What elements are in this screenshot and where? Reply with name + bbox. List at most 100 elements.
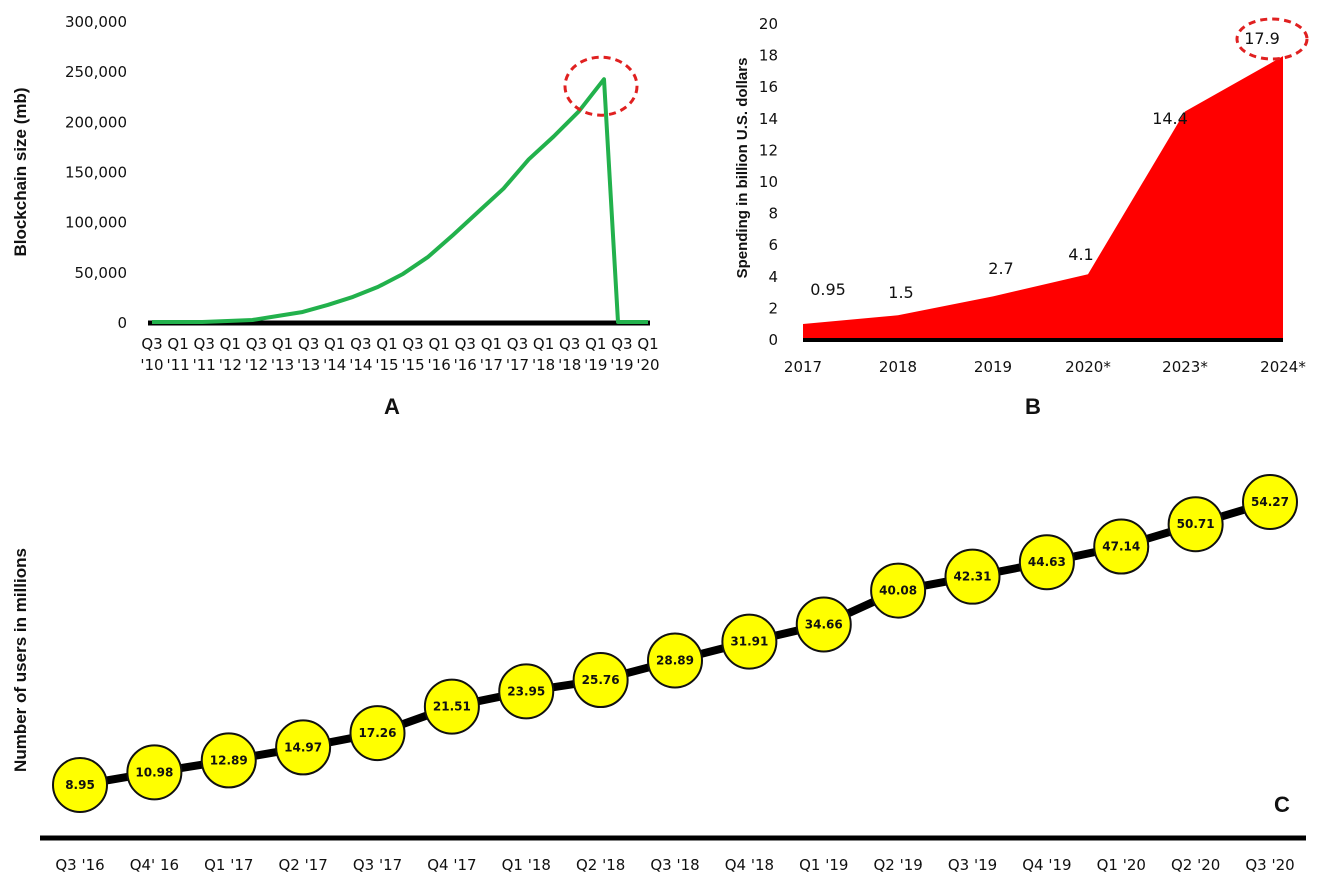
panel-label-b: B [1025, 394, 1041, 419]
x-tick-year-label: '10 [140, 356, 163, 374]
x-tick-label: Q3 [350, 335, 371, 353]
x-tick-label: Q1 [324, 335, 345, 353]
data-point-marker [944, 548, 1001, 605]
y-tick-label: 4 [768, 268, 778, 286]
data-label: 34.66 [805, 617, 843, 631]
y-tick-label: 14 [759, 110, 778, 128]
x-tick-label: Q1 [167, 335, 188, 353]
x-tick-label: Q4' 16 [130, 856, 179, 874]
x-tick-year-label: '14 [349, 356, 372, 374]
data-label: 25.76 [582, 673, 620, 687]
x-tick-label: Q3 '18 [650, 856, 699, 874]
x-tick-year-label: '15 [375, 356, 398, 374]
y-tick-label: 16 [759, 78, 778, 96]
data-label: 14.97 [284, 740, 322, 754]
x-tick-year-label: '13 [271, 356, 294, 374]
x-tick-label: Q3 [455, 335, 476, 353]
x-tick-year-label: '16 [454, 356, 477, 374]
data-label: 17.9 [1244, 29, 1280, 48]
y-tick-label: 0 [768, 331, 778, 349]
data-point-marker [1093, 518, 1150, 575]
x-tick-label: Q1 [585, 335, 606, 353]
data-point-marker [200, 732, 257, 789]
series-line [152, 77, 648, 324]
data-label: 28.89 [656, 653, 694, 667]
x-tick-label: Q3 [507, 335, 528, 353]
x-tick-year-label: '14 [323, 356, 346, 374]
data-label: 40.08 [879, 584, 917, 598]
y-axis-title: Number of users in millions [11, 548, 30, 772]
x-tick-label: Q2 '19 [873, 856, 922, 874]
x-tick-label: Q1 '19 [799, 856, 848, 874]
data-point-marker [721, 613, 778, 670]
data-point-marker [126, 744, 183, 801]
x-tick-label: Q3 '19 [948, 856, 997, 874]
data-label: 0.95 [810, 280, 846, 299]
y-tick-label: 150,000 [65, 164, 127, 182]
x-tick-label: Q4 '18 [725, 856, 774, 874]
x-tick-label: Q1 [533, 335, 554, 353]
data-label: 54.27 [1251, 495, 1289, 509]
x-tick-year-label: '19 [610, 356, 633, 374]
peak-highlight-circle [563, 55, 639, 117]
y-tick-label: 18 [759, 47, 778, 65]
data-label: 44.63 [1028, 555, 1066, 569]
y-tick-label: 6 [768, 236, 778, 254]
x-tick-label: 2020* [1065, 358, 1111, 376]
data-point-marker [1167, 496, 1224, 553]
panel-a-chart: 0 50,000 100,000 150,000 200,000 250,000 300,0… [11, 13, 660, 374]
data-point-marker [423, 678, 480, 735]
x-tick-label: Q3 [141, 335, 162, 353]
x-tick-label: Q2 '18 [576, 856, 625, 874]
data-label: 47.14 [1102, 540, 1140, 554]
x-tick-label: Q1 '20 [1097, 856, 1146, 874]
data-point-marker [870, 562, 927, 619]
x-tick-label: Q4 '17 [427, 856, 476, 874]
x-tick-label: 2018 [879, 358, 917, 376]
panel-b-chart: 0 2 4 6 8 10 12 14 16 18 20 Spending in billion U.S… [734, 15, 1309, 376]
x-tick-label: Q2 '17 [278, 856, 327, 874]
x-tick-year-label: '16 [428, 356, 451, 374]
data-label: 31.91 [730, 635, 768, 649]
x-tick-year-label: '20 [636, 356, 659, 374]
data-label: 14.4 [1152, 109, 1188, 128]
x-tick-year-label: '17 [506, 356, 529, 374]
y-tick-label: 50,000 [75, 264, 128, 282]
x-tick-label: Q3 [611, 335, 632, 353]
x-tick-label: Q3 '16 [55, 856, 104, 874]
data-point-marker [647, 632, 703, 689]
y-tick-label: 100,000 [65, 214, 127, 232]
data-label: 17.26 [359, 726, 397, 740]
data-label: 23.95 [507, 684, 545, 698]
data-point-marker [1242, 474, 1298, 530]
panel-label-a: A [384, 394, 400, 419]
x-tick-label: Q1 [637, 335, 658, 353]
x-tick-year-label: '12 [219, 356, 242, 374]
x-tick-label: Q3 '17 [353, 856, 402, 874]
x-tick-label: Q1 '17 [204, 856, 253, 874]
data-point-marker [572, 652, 629, 709]
x-tick-label: Q3 [559, 335, 580, 353]
data-label: 8.95 [65, 778, 95, 792]
x-tick-label: Q3 [246, 335, 267, 353]
panel-c-chart: Number of users in millions 8.95 10.98 12.8… [11, 474, 1306, 874]
x-tick-year-label: '13 [297, 356, 320, 374]
x-tick-label: Q1 [481, 335, 502, 353]
y-axis-title: Spending in billion U.S. dollars [734, 58, 751, 279]
x-tick-label: Q1 [376, 335, 397, 353]
x-tick-label: Q1 [428, 335, 449, 353]
x-tick-year-label: '18 [558, 356, 581, 374]
y-tick-label: 20 [759, 15, 778, 33]
y-tick-label: 10 [759, 173, 778, 191]
x-tick-label: Q1 [220, 335, 241, 353]
x-tick-year-label: '19 [584, 356, 607, 374]
data-point-marker [498, 663, 555, 720]
x-tick-year-label: '11 [193, 356, 216, 374]
y-tick-label: 2 [768, 299, 778, 317]
data-label: 12.89 [210, 753, 248, 767]
x-tick-label: Q2 '20 [1171, 856, 1220, 874]
data-point-marker [275, 719, 332, 776]
x-tick-label: 2024* [1260, 358, 1306, 376]
area-fill [803, 56, 1283, 340]
